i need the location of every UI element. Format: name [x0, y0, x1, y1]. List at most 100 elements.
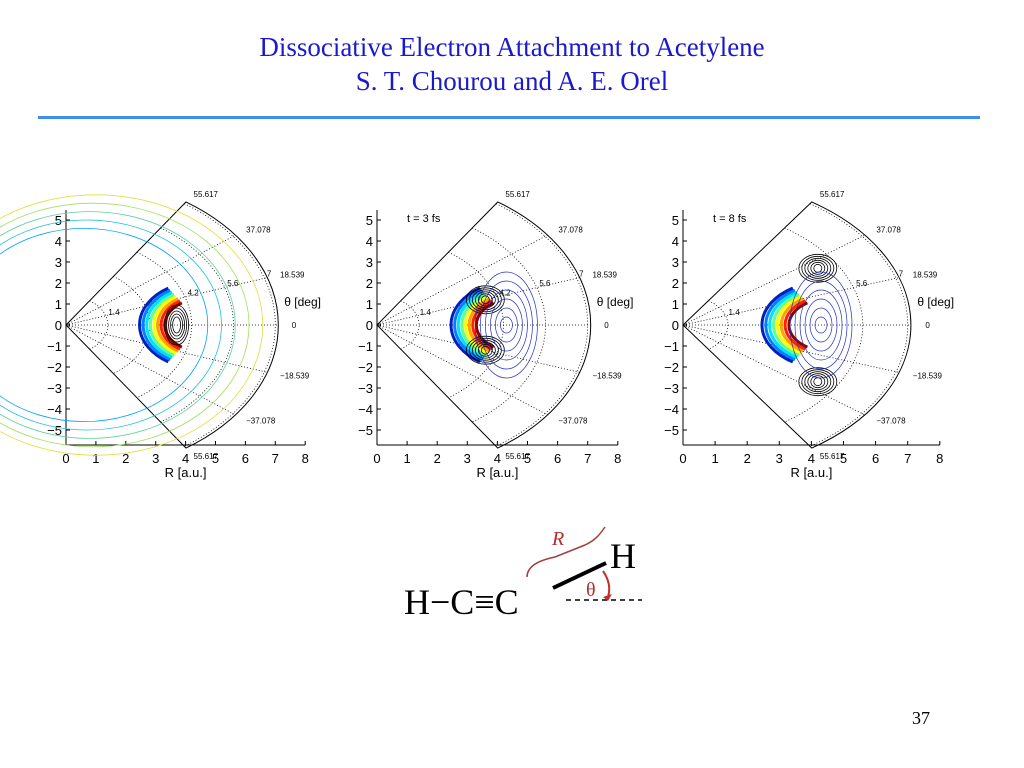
title-rule [38, 116, 980, 119]
y-tick-label: −2 [358, 360, 373, 375]
x-tick-label: 0 [679, 451, 686, 466]
x-tick-label: 0 [62, 451, 69, 466]
radius-label: 4.2 [188, 289, 200, 298]
radius-label: 1.4 [729, 308, 741, 317]
radial-line [376, 324, 548, 416]
angle-label: 55.617 [820, 452, 845, 461]
y-tick-label: 0 [672, 318, 679, 333]
radius-label: 5.6 [227, 279, 239, 288]
y-tick-label: −5 [664, 423, 679, 438]
contour [495, 307, 518, 343]
y-tick-label: 4 [366, 234, 373, 249]
y-tick-label: −3 [664, 381, 679, 396]
x-tick-label: 7 [904, 451, 911, 466]
x-tick-label: 8 [302, 451, 309, 466]
radial-line [65, 234, 236, 326]
angle-label: −37.078 [876, 417, 906, 426]
x-tick-label: 3 [776, 451, 783, 466]
x-tick-label: 4 [808, 451, 815, 466]
y-tick-label: −4 [664, 402, 679, 417]
x-tick-label: 7 [272, 451, 279, 466]
y-tick-label: 5 [55, 213, 62, 228]
contour [474, 341, 496, 359]
angle-label: −18.539 [913, 371, 943, 380]
y-tick-label: 4 [55, 234, 62, 249]
x-tick-label: 2 [744, 451, 751, 466]
y-tick-label: 4 [672, 234, 679, 249]
contour [467, 297, 491, 353]
contour [813, 377, 823, 387]
radius-arc [89, 300, 109, 350]
y-tick-label: 0 [366, 318, 373, 333]
angle-label: 0 [292, 321, 297, 330]
angle-label: 18.539 [280, 271, 305, 280]
y-tick-label: 5 [672, 213, 679, 228]
angle-arrow [602, 570, 611, 598]
contour [804, 298, 838, 352]
contour [148, 293, 175, 357]
brace [526, 526, 606, 578]
contour [480, 280, 533, 370]
y-tick-label: 5 [366, 213, 373, 228]
contour [801, 369, 835, 395]
radius-label: 4.2 [499, 289, 511, 298]
radius-label: 7 [267, 270, 272, 279]
angle-label: 0 [925, 321, 930, 330]
contour [471, 339, 499, 361]
time-label: t = 3 fs [407, 213, 441, 225]
contour [480, 345, 490, 355]
molecule-formula: H−C≡C [404, 582, 519, 622]
y-tick-label: −4 [358, 402, 373, 417]
molecule-h: H [610, 536, 636, 576]
time-label: t = 8 fs [713, 213, 747, 225]
contour [456, 290, 485, 360]
contour [500, 316, 513, 334]
y-tick-label: 2 [366, 276, 373, 291]
contour [474, 301, 495, 349]
contour [141, 288, 171, 362]
y-tick-label: 1 [366, 297, 373, 312]
slide-title: Dissociative Electron Attachment to Acet… [259, 32, 765, 62]
contour [799, 289, 843, 361]
contour [477, 343, 493, 357]
contour [764, 288, 796, 362]
contour [768, 290, 798, 360]
radius-label: 7 [579, 270, 584, 279]
x-tick-label: 6 [872, 451, 879, 466]
contour [485, 289, 528, 361]
radius-label: 1.4 [420, 308, 432, 317]
angle-label: θ [586, 579, 596, 601]
theta-label: θ [deg] [917, 295, 954, 309]
x-axis-label: R [a.u.] [165, 465, 207, 480]
y-tick-label: −1 [47, 339, 62, 354]
radius-arc [495, 203, 589, 447]
angle-label: −37.078 [558, 417, 588, 426]
bond-label: R [551, 528, 564, 550]
angle-label: 37.078 [246, 225, 271, 234]
angle-label: 55.617 [194, 190, 219, 199]
contour [159, 299, 181, 351]
contour [807, 259, 829, 277]
contour [0, 228, 209, 422]
x-tick-label: 3 [152, 451, 159, 466]
x-tick-label: 0 [373, 451, 380, 466]
x-tick-label: 1 [711, 451, 718, 466]
angle-label: 55.617 [194, 452, 219, 461]
contour [794, 280, 848, 370]
angle-label: 18.539 [592, 271, 617, 280]
y-tick-label: 3 [672, 255, 679, 270]
contour [475, 271, 538, 379]
contour [474, 291, 496, 309]
contour [480, 295, 490, 305]
contour [779, 297, 804, 353]
radial-line [682, 324, 866, 416]
contour [0, 219, 222, 431]
contour [152, 295, 177, 355]
angle-label: 18.539 [913, 271, 938, 280]
x-tick-label: 4 [182, 451, 189, 466]
